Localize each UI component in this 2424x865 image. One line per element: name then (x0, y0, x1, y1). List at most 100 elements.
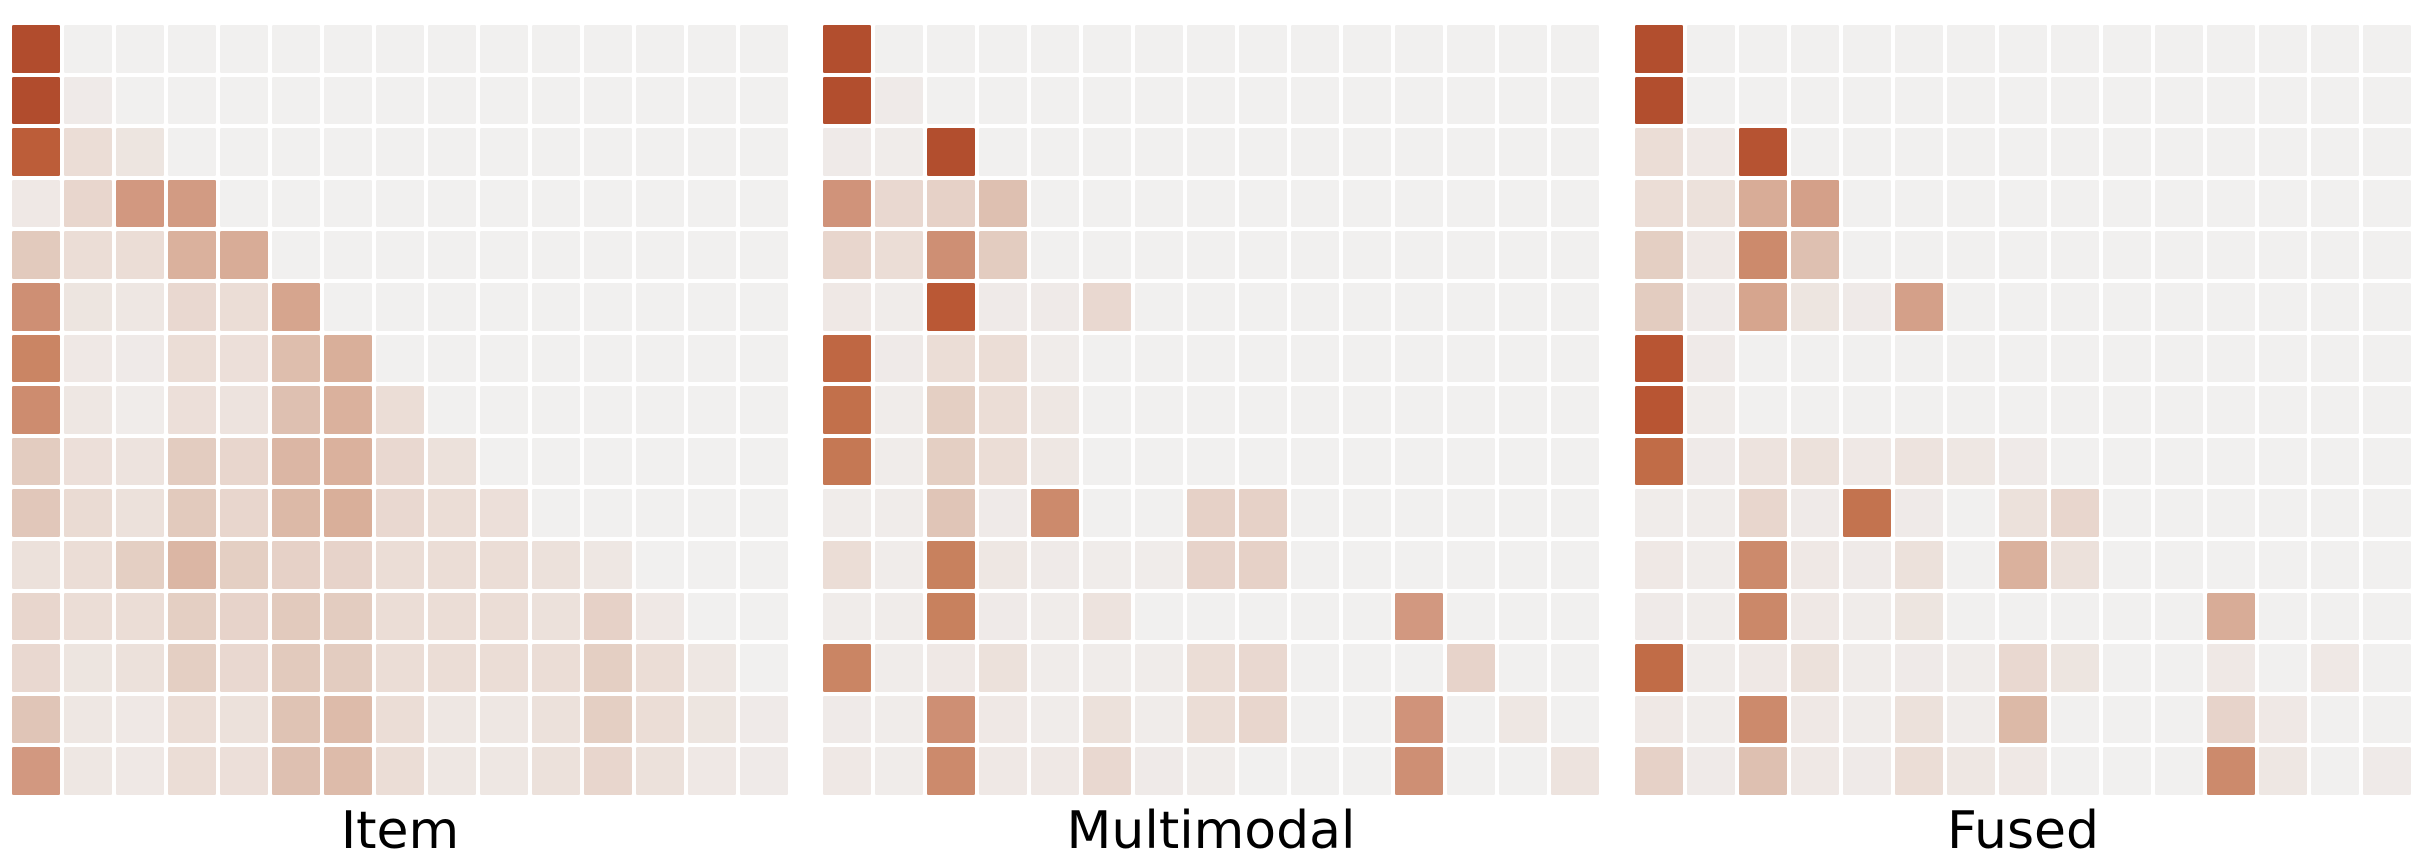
heatmap-cell (584, 489, 632, 537)
heatmap-cell (428, 179, 476, 228)
heatmap-cell (12, 231, 60, 279)
heatmap-cell (2207, 76, 2255, 125)
heatmap-cell (1395, 25, 1443, 73)
heatmap-cell (979, 282, 1027, 331)
heatmap-cell (1739, 747, 1787, 795)
heatmap-cell (1999, 282, 2047, 331)
heatmap-cell (1791, 231, 1839, 279)
heatmap-cell (324, 386, 372, 434)
heatmap-cell (1239, 179, 1287, 228)
heatmap-cell (272, 695, 320, 744)
heatmap-cell (1791, 695, 1839, 744)
heatmap-cell (2103, 334, 2151, 383)
heatmap-cell (376, 592, 424, 641)
heatmap-cell (740, 128, 788, 176)
heatmap-cell (1031, 386, 1079, 434)
heatmap-cell (1239, 76, 1287, 125)
heatmap-cell (1739, 76, 1787, 125)
heatmap-cell (272, 437, 320, 486)
heatmap-cell (875, 128, 923, 176)
heatmap-cell (1635, 231, 1683, 279)
heatmap-cell (1135, 592, 1183, 641)
heatmap-cell (64, 489, 112, 537)
heatmap-cell (64, 592, 112, 641)
heatmap-cell (1135, 179, 1183, 228)
heatmap-cell (584, 644, 632, 692)
heatmap-cell (688, 592, 736, 641)
heatmap-cell (1395, 386, 1443, 434)
heatmap-cell (1791, 282, 1839, 331)
heatmap-cell (1447, 540, 1495, 589)
heatmap-cell (584, 179, 632, 228)
heatmap-cell (64, 282, 112, 331)
heatmap-cell (875, 386, 923, 434)
heatmap-cell (636, 231, 684, 279)
heatmap-cell (324, 592, 372, 641)
heatmap-cell (220, 128, 268, 176)
heatmap-cell (116, 747, 164, 795)
heatmap-cell (1239, 747, 1287, 795)
heatmap-cell (740, 76, 788, 125)
heatmap-cell (1551, 334, 1599, 383)
heatmap-cell (1239, 489, 1287, 537)
heatmap-cell (1343, 747, 1391, 795)
heatmap-cell (1447, 592, 1495, 641)
heatmap-cell (532, 437, 580, 486)
heatmap-cell (1031, 540, 1079, 589)
heatmap-cell (1791, 386, 1839, 434)
heatmap-cell (688, 76, 736, 125)
heatmap-cell (1395, 747, 1443, 795)
heatmap-cell (220, 334, 268, 383)
heatmap-cell (1083, 179, 1131, 228)
heatmap-cell (927, 128, 975, 176)
heatmap-cell (1551, 695, 1599, 744)
heatmap-cell (875, 282, 923, 331)
heatmap-cell (636, 282, 684, 331)
heatmap-cell (636, 76, 684, 125)
heatmap-cell (1947, 282, 1995, 331)
heatmap-cell (1291, 540, 1339, 589)
heatmap-cell (64, 231, 112, 279)
heatmap-cell (584, 540, 632, 589)
heatmap-cell (1447, 76, 1495, 125)
heatmap-cell (1739, 334, 1787, 383)
heatmap-cell (1031, 592, 1079, 641)
heatmap-cell (64, 25, 112, 73)
heatmap-cell (272, 25, 320, 73)
heatmap-cell (1947, 540, 1995, 589)
heatmap-cell (636, 489, 684, 537)
heatmap-cell (1551, 25, 1599, 73)
heatmap-cell (1395, 592, 1443, 641)
heatmap-cell (1447, 695, 1495, 744)
heatmap-cell (220, 179, 268, 228)
heatmap-cell (927, 540, 975, 589)
heatmap-cell (1551, 179, 1599, 228)
heatmap-cell (2259, 231, 2307, 279)
heatmap-cell (927, 76, 975, 125)
heatmap-cell (2051, 695, 2099, 744)
heatmap-cell (428, 128, 476, 176)
heatmap-cell (480, 747, 528, 795)
heatmap-cell (1031, 695, 1079, 744)
heatmap-cell (1083, 437, 1131, 486)
heatmap-cell (1187, 76, 1235, 125)
heatmap-cell (1447, 282, 1495, 331)
heatmap-cell (979, 334, 1027, 383)
heatmap-cell (1947, 489, 1995, 537)
heatmap-cell (1999, 386, 2047, 434)
heatmap-cell (1499, 334, 1547, 383)
heatmap-cell (1291, 179, 1339, 228)
heatmap-grid-multimodal (823, 25, 1599, 795)
heatmap-cell (1187, 592, 1235, 641)
heatmap-cell (1447, 437, 1495, 486)
heatmap-cell (740, 179, 788, 228)
heatmap-cell (168, 231, 216, 279)
heatmap-cell (480, 231, 528, 279)
heatmap-cell (64, 334, 112, 383)
heatmap-cell (740, 282, 788, 331)
heatmap-cell (2311, 386, 2359, 434)
heatmap-cell (376, 76, 424, 125)
heatmap-cell (688, 644, 736, 692)
heatmap-cell (1687, 386, 1735, 434)
heatmap-cell (1999, 592, 2047, 641)
